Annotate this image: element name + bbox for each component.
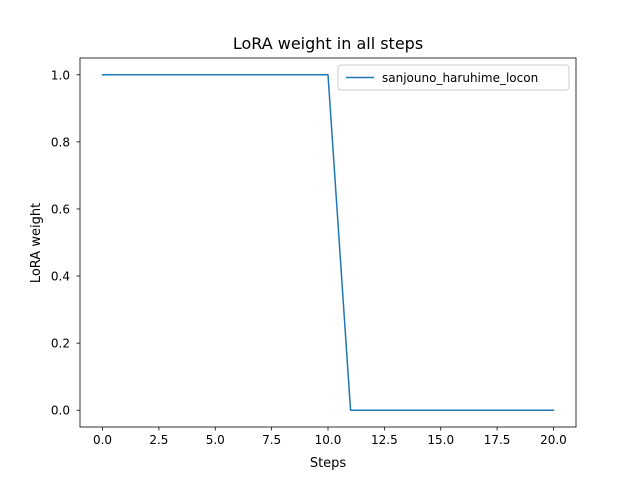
x-tick-label: 0.0 [93, 433, 112, 447]
legend: sanjouno_haruhime_locon [337, 64, 570, 91]
chart-title: LoRA weight in all steps [233, 34, 423, 53]
x-tick-label: 20.0 [540, 433, 567, 447]
y-tick-label: 0.8 [51, 135, 70, 149]
y-axis-label: LoRA weight [29, 203, 44, 283]
y-tick-label: 0.0 [51, 404, 70, 418]
x-tick-label: 5.0 [206, 433, 225, 447]
y-tick-label: 1.0 [51, 68, 70, 82]
legend-box [337, 64, 570, 91]
x-tick-label: 7.5 [262, 433, 281, 447]
x-tick-label: 2.5 [149, 433, 168, 447]
y-tick-label: 0.4 [51, 270, 70, 284]
x-tick-label: 12.5 [371, 433, 398, 447]
x-tick-label: 10.0 [315, 433, 342, 447]
x-axis-label: Steps [310, 456, 347, 471]
y-tick-label: 0.2 [51, 337, 70, 351]
y-tick-label: 0.6 [51, 202, 70, 216]
x-tick-label: 15.0 [427, 433, 454, 447]
series-line-0 [101, 74, 555, 411]
x-tick-label: 17.5 [484, 433, 511, 447]
legend-label: sanjouno_haruhime_locon [382, 71, 538, 85]
plot-layer [101, 74, 555, 411]
axes-layer: 0.0 2.5 5.0 7.5 10.0 12.5 15.0 17.5 20.0 0.0 0.2 0.… [51, 57, 577, 447]
